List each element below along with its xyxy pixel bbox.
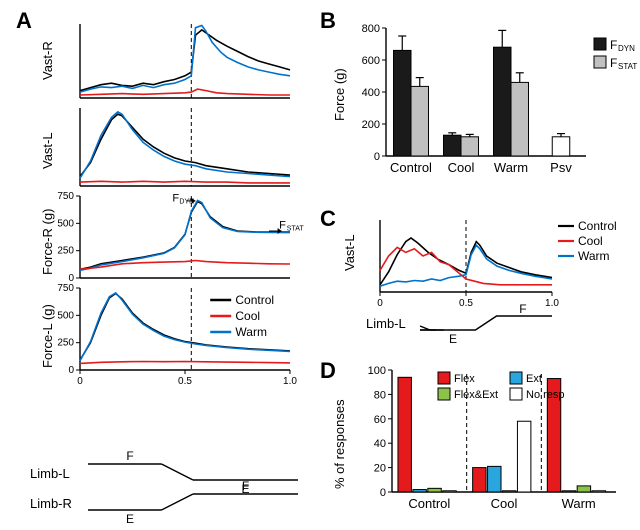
svg-text:STAT: STAT <box>618 62 637 71</box>
ylab-force-b: Force (g) <box>332 40 347 150</box>
svg-text:No resp: No resp <box>526 389 565 401</box>
svg-text:Warm: Warm <box>562 496 596 511</box>
panel-a-plots: 0250500750FDYNFSTAT025050075000.51.0Cont… <box>62 18 292 448</box>
svg-text:STAT: STAT <box>287 226 305 233</box>
svg-text:0.5: 0.5 <box>459 298 473 309</box>
svg-text:Limb-R: Limb-R <box>30 496 72 511</box>
svg-text:F: F <box>610 38 617 52</box>
svg-text:1.0: 1.0 <box>545 298 559 309</box>
svg-text:F: F <box>242 479 249 493</box>
svg-text:Limb-L: Limb-L <box>366 316 406 331</box>
svg-text:DYN: DYN <box>618 44 635 53</box>
svg-text:0: 0 <box>380 487 386 499</box>
ylab-pct-d: % of responses <box>332 384 347 504</box>
svg-text:500: 500 <box>57 218 74 229</box>
panel-a-label: A <box>16 8 32 34</box>
svg-text:20: 20 <box>374 463 386 475</box>
svg-text:60: 60 <box>374 414 386 426</box>
panel-d-label: D <box>320 358 336 384</box>
svg-text:0: 0 <box>68 365 74 376</box>
svg-text:Cool: Cool <box>491 496 518 511</box>
svg-text:800: 800 <box>362 23 380 35</box>
svg-text:500: 500 <box>57 310 74 321</box>
svg-text:Control: Control <box>390 160 432 175</box>
svg-text:Control: Control <box>235 293 274 307</box>
ylab-force-r: Force-R (g) <box>40 202 55 282</box>
svg-text:40: 40 <box>374 438 386 450</box>
ylab-force-l: Force-L (g) <box>40 296 55 376</box>
svg-text:Flex: Flex <box>454 373 475 385</box>
svg-text:Cool: Cool <box>235 309 260 323</box>
svg-text:200: 200 <box>362 119 380 131</box>
svg-text:600: 600 <box>362 55 380 67</box>
svg-text:Cool: Cool <box>448 160 475 175</box>
svg-text:0: 0 <box>77 376 83 387</box>
svg-text:Control: Control <box>408 496 450 511</box>
svg-text:F: F <box>279 220 286 232</box>
panel-d-chart: 0 20 40 60 80 100 Control Cool Warm Flex Ext Flex&E… <box>362 364 628 524</box>
svg-text:Warm: Warm <box>494 160 528 175</box>
ylab-vast-r: Vast-R <box>40 26 55 96</box>
svg-text:F: F <box>610 56 617 70</box>
svg-text:100: 100 <box>368 365 386 377</box>
svg-text:E: E <box>126 512 134 526</box>
svg-text:0: 0 <box>374 151 380 163</box>
ylab-vast-l: Vast-L <box>40 116 55 186</box>
panel-b-chart: 0200400600800ControlCoolWarmPsvFDYNFSTAT <box>358 22 626 192</box>
svg-text:0: 0 <box>377 298 383 309</box>
svg-text:250: 250 <box>57 338 74 349</box>
svg-text:Psv: Psv <box>550 160 572 175</box>
svg-text:750: 750 <box>57 283 74 294</box>
svg-text:80: 80 <box>374 389 386 401</box>
panel-c-chart: 0 0.5 1.0 ControlCoolWarm Limb-L E F <box>366 214 626 354</box>
svg-text:F: F <box>519 302 526 316</box>
svg-text:E: E <box>449 332 457 346</box>
panel-c-label: C <box>320 206 336 232</box>
svg-text:750: 750 <box>57 191 74 202</box>
svg-text:Control: Control <box>578 219 617 233</box>
svg-text:0.5: 0.5 <box>178 376 192 387</box>
panel-b-label: B <box>320 8 336 34</box>
svg-text:Warm: Warm <box>235 325 267 339</box>
svg-text:400: 400 <box>362 87 380 99</box>
svg-text:F: F <box>172 192 179 204</box>
svg-text:1.0: 1.0 <box>283 376 297 387</box>
panel-a-limb: Limb-LFELimb-REF <box>30 452 300 522</box>
ylab-vast-l-c: Vast-L <box>342 218 357 288</box>
svg-text:F: F <box>126 449 133 463</box>
svg-text:Limb-L: Limb-L <box>30 466 70 481</box>
svg-text:Ext: Ext <box>526 373 542 385</box>
svg-text:Warm: Warm <box>578 249 610 263</box>
svg-text:Flex&Ext: Flex&Ext <box>454 389 498 401</box>
svg-text:250: 250 <box>57 246 74 257</box>
svg-text:Cool: Cool <box>578 234 603 248</box>
